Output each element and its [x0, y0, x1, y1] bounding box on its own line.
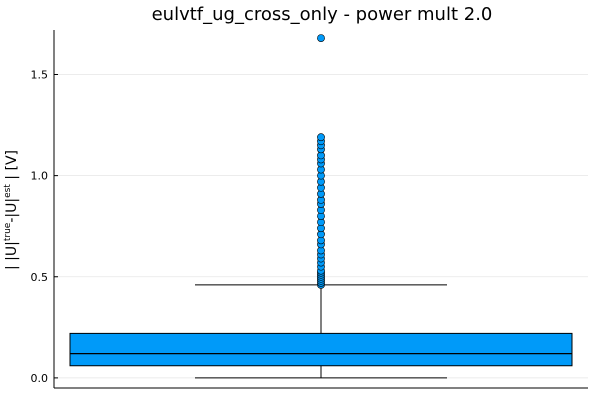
ylabel-part-1: | |U|: [4, 241, 20, 270]
ylabel-part-3: -|U|: [4, 198, 20, 223]
iqr-box: [69, 332, 573, 367]
ylabel-part-5: | [V]: [4, 150, 20, 184]
y-tick-label: 1.0: [31, 170, 49, 183]
y-tick-label: 0.0: [31, 372, 49, 385]
chart-title: eulvtf_ug_cross_only - power mult 2.0: [152, 4, 493, 25]
outlier-point: [317, 34, 325, 42]
outlier-points: [317, 34, 325, 289]
ylabel-part-4: est: [3, 184, 13, 198]
axes: 0.0 0.5 1.0 1.5: [31, 30, 588, 389]
box-series: [69, 284, 573, 379]
y-axis-label: | |U|true-|U|est | [V]: [3, 150, 20, 270]
ylabel-part-2: true: [3, 222, 13, 241]
y-tick-label: 0.5: [31, 271, 49, 284]
y-tick-label: 1.5: [31, 68, 49, 81]
outlier-point: [317, 133, 325, 142]
